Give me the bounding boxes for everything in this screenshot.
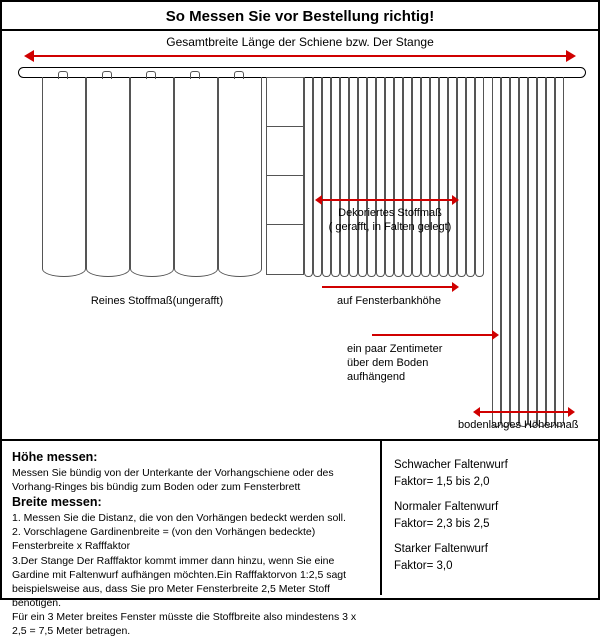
diagram-area: Gesamtbreite Länge der Schiene bzw. Der … [2,31,598,441]
curtain-ungathered [42,77,262,277]
breite-title: Breite messen: [12,495,102,509]
faktor-list: Schwacher Faltenwurf Faktor= 1,5 bis 2,0… [382,441,598,595]
faktor-normal: Normaler Faltenwurf Faktor= 2,3 bis 2,5 [394,499,586,534]
arrow-right-icon [566,50,576,62]
curtain-gathered [304,77,489,277]
subtitle: Gesamtbreite Länge der Schiene bzw. Der … [2,35,598,49]
measure-instructions: Höhe messen: Messen Sie bündig von der U… [2,441,382,595]
breite-3: 3.Der Stange Der Rafffaktor kommt immer … [12,555,346,610]
faktor-schwach: Schwacher Faltenwurf Faktor= 1,5 bis 2,0 [394,457,586,492]
window-frame [266,77,304,275]
breite-1: 1. Messen Sie die Distanz, die von den V… [12,512,346,524]
label-reines: Reines Stoffmaß(ungerafft) [57,295,257,309]
breite-4: Für ein 3 Meter breites Fenster müsste d… [12,611,356,637]
measurement-diagram: So Messen Sie vor Bestellung richtig! Ge… [0,0,600,600]
label-fenster: auf Fensterbankhöhe [314,295,464,309]
arrow-fenster [322,286,452,288]
hoehe-text: Messen Sie bündig von der Unterkante der… [12,467,334,493]
hoehe-title: Höhe messen: [12,450,97,464]
arrow-left-icon [24,50,34,62]
arrow-bodenlang [480,411,568,413]
width-arrow [32,55,572,57]
arrow-dekor [322,199,452,201]
label-bodenlang: bodenlanges Höhenmaß [458,419,598,433]
main-title: So Messen Sie vor Bestellung richtig! [2,2,598,31]
breite-2: 2. Vorschlagene Gardinenbreite = (von de… [12,526,315,552]
faktor-stark: Starker Faltenwurf Faktor= 3,0 [394,541,586,576]
instructions-row: Höhe messen: Messen Sie bündig von der U… [2,441,598,595]
label-dekor: Dekoriertes Stoffmaß ( gerafft, in Falte… [300,207,480,235]
arrow-boden [372,334,492,336]
label-boden: ein paar Zentimeter über dem Boden aufhä… [347,343,507,384]
